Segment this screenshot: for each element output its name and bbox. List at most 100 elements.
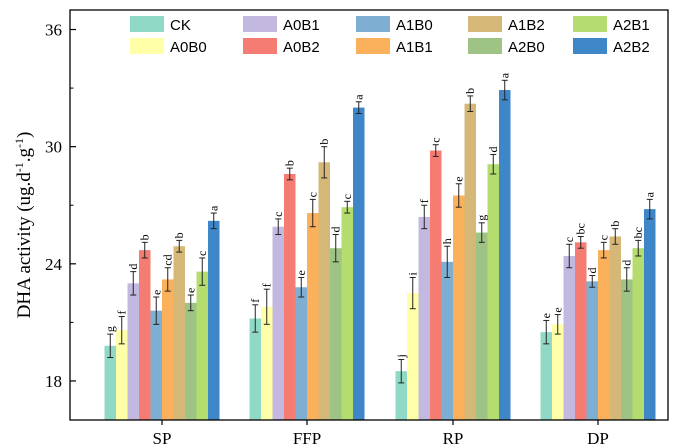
sig-label-RP-A2B1: d: [486, 146, 500, 152]
bar-FFP-A1B0: [295, 287, 307, 420]
bar-SP-A1B2: [173, 246, 185, 420]
x-tick-label-SP: SP: [153, 429, 172, 448]
bar-SP-A0B1: [127, 283, 139, 420]
bar-FFP-A1B1: [307, 213, 319, 420]
bar-RP-A1B1: [453, 195, 465, 420]
bar-FFP-A1B2: [318, 162, 330, 421]
bar-DP-A2B2: [644, 209, 656, 420]
x-tick-label-RP: RP: [443, 429, 464, 448]
sig-label-RP-A0B0: i: [406, 271, 420, 275]
bar-RP-A2B1: [487, 164, 499, 420]
y-axis-label: DHA activity (ug.d-1.g-1): [12, 132, 35, 319]
sig-label-FFP-A2B0: d: [329, 227, 343, 233]
sig-label-RP-A2B2: a: [498, 72, 512, 78]
legend-label-A0B0: A0B0: [170, 39, 207, 56]
legend-label-A0B2: A0B2: [283, 39, 320, 56]
y-tick-label-18: 18: [45, 372, 62, 391]
bar-FFP-A0B0: [261, 306, 273, 420]
plot-frame: [69, 9, 669, 421]
bar-SP-A0B2: [139, 250, 151, 420]
sig-label-FFP-CK: f: [248, 299, 262, 303]
sig-label-DP-A2B2: a: [643, 191, 657, 197]
sig-label-RP-A1B1: e: [452, 176, 466, 181]
sig-label-RP-A2B0: g: [475, 215, 489, 221]
sig-label-RP-A1B0: h: [440, 238, 454, 244]
bar-FFP-A0B1: [272, 226, 284, 420]
sig-label-DP-A2B1: bc: [631, 227, 645, 238]
legend-label-A1B0: A1B0: [396, 17, 433, 34]
sig-label-DP-CK: e: [539, 313, 553, 318]
bar-SP-A2B0: [185, 302, 197, 420]
sig-label-DP-A1B2: b: [608, 221, 622, 227]
sig-label-SP-A1B0: e: [149, 290, 163, 295]
bar-DP-A0B1: [563, 256, 575, 420]
bar-DP-A1B0: [586, 281, 598, 420]
significance-labels-layer: gfdbecdbecaffcbecbdcajifchebgdaeecbcdcbd…: [103, 72, 657, 358]
bar-DP-A0B2: [575, 242, 587, 420]
y-axis-label-end: ): [14, 132, 35, 138]
x-axis: SP FFP RP DP: [153, 420, 609, 448]
bar-RP-A0B2: [430, 150, 442, 421]
legend-swatch-A0B0: [130, 38, 164, 54]
legend-label-A1B2: A1B2: [508, 17, 545, 34]
bar-FFP-A2B1: [341, 207, 353, 420]
sig-label-SP-A1B1: cd: [161, 254, 175, 265]
bars-layer: [104, 90, 656, 421]
bar-RP-A1B2: [464, 103, 476, 420]
sig-label-RP-A0B1: f: [417, 199, 431, 203]
sig-label-SP-A1B2: b: [172, 232, 186, 238]
legend: CK A0B1 A1B0 A1B2 A2B1 A0B0 A0B2 A1B1 A2B0 A2B2: [130, 16, 650, 56]
legend-swatch-A2B2: [573, 38, 607, 54]
legend-swatch-A0B1: [243, 16, 277, 32]
y-tick-label-36: 36: [45, 21, 62, 40]
bar-RP-A0B0: [407, 293, 419, 420]
bar-SP-A1B1: [162, 279, 174, 420]
bar-FFP-A0B2: [284, 174, 296, 420]
sig-label-SP-A2B1: c: [195, 251, 209, 256]
legend-swatch-A1B2: [468, 16, 502, 32]
sig-label-FFP-A0B2: b: [283, 160, 297, 166]
sig-label-SP-A0B2: b: [138, 234, 152, 240]
sig-label-FFP-A0B0: f: [260, 283, 274, 287]
bar-SP-A2B1: [196, 271, 208, 420]
bar-DP-A2B0: [621, 279, 633, 420]
error-bars-layer: [107, 79, 653, 384]
legend-label-A2B1: A2B1: [613, 17, 650, 34]
bar-SP-A0B0: [116, 330, 128, 420]
x-tick-label-FFP: FFP: [293, 429, 321, 448]
sig-label-DP-A0B1: c: [562, 237, 576, 242]
sig-label-SP-A2B0: e: [184, 288, 198, 293]
legend-label-A1B1: A1B1: [396, 39, 433, 56]
legend-swatch-A2B1: [573, 16, 607, 32]
sig-label-DP-A1B0: d: [585, 268, 599, 274]
sig-label-SP-A2B2: a: [207, 205, 221, 211]
legend-label-A2B0: A2B0: [508, 39, 545, 56]
sig-label-DP-A0B0: e: [551, 307, 565, 312]
bar-SP-A2B2: [208, 220, 220, 420]
bar-RP-A1B0: [441, 261, 453, 420]
sig-label-SP-CK: g: [103, 326, 117, 332]
bar-FFP-CK: [249, 318, 261, 420]
sig-label-FFP-A2B2: a: [352, 94, 366, 100]
sig-label-SP-A0B0: f: [115, 311, 129, 315]
legend-swatch-CK: [130, 16, 164, 32]
bar-RP-A0B1: [418, 216, 430, 420]
legend-swatch-A1B1: [356, 38, 390, 54]
bar-SP-CK: [104, 345, 116, 420]
legend-swatch-A2B0: [468, 38, 502, 54]
x-tick-label-DP: DP: [587, 429, 609, 448]
legend-label-A0B1: A0B1: [283, 17, 320, 34]
sig-label-FFP-A2B1: c: [340, 194, 354, 199]
sig-label-SP-A0B1: d: [126, 264, 140, 270]
legend-label-CK: CK: [170, 17, 191, 34]
legend-swatch-A0B2: [243, 38, 277, 54]
y-tick-label-30: 30: [45, 138, 62, 157]
bar-RP-A2B2: [499, 90, 511, 421]
sig-label-FFP-A1B1: c: [306, 192, 320, 197]
y-axis-label-sup1: -1: [12, 162, 26, 172]
sig-label-FFP-A0B1: c: [271, 212, 285, 217]
legend-swatch-A1B0: [356, 16, 390, 32]
y-axis-label-main: DHA activity (ug.d: [14, 172, 35, 319]
bar-DP-CK: [540, 332, 552, 420]
